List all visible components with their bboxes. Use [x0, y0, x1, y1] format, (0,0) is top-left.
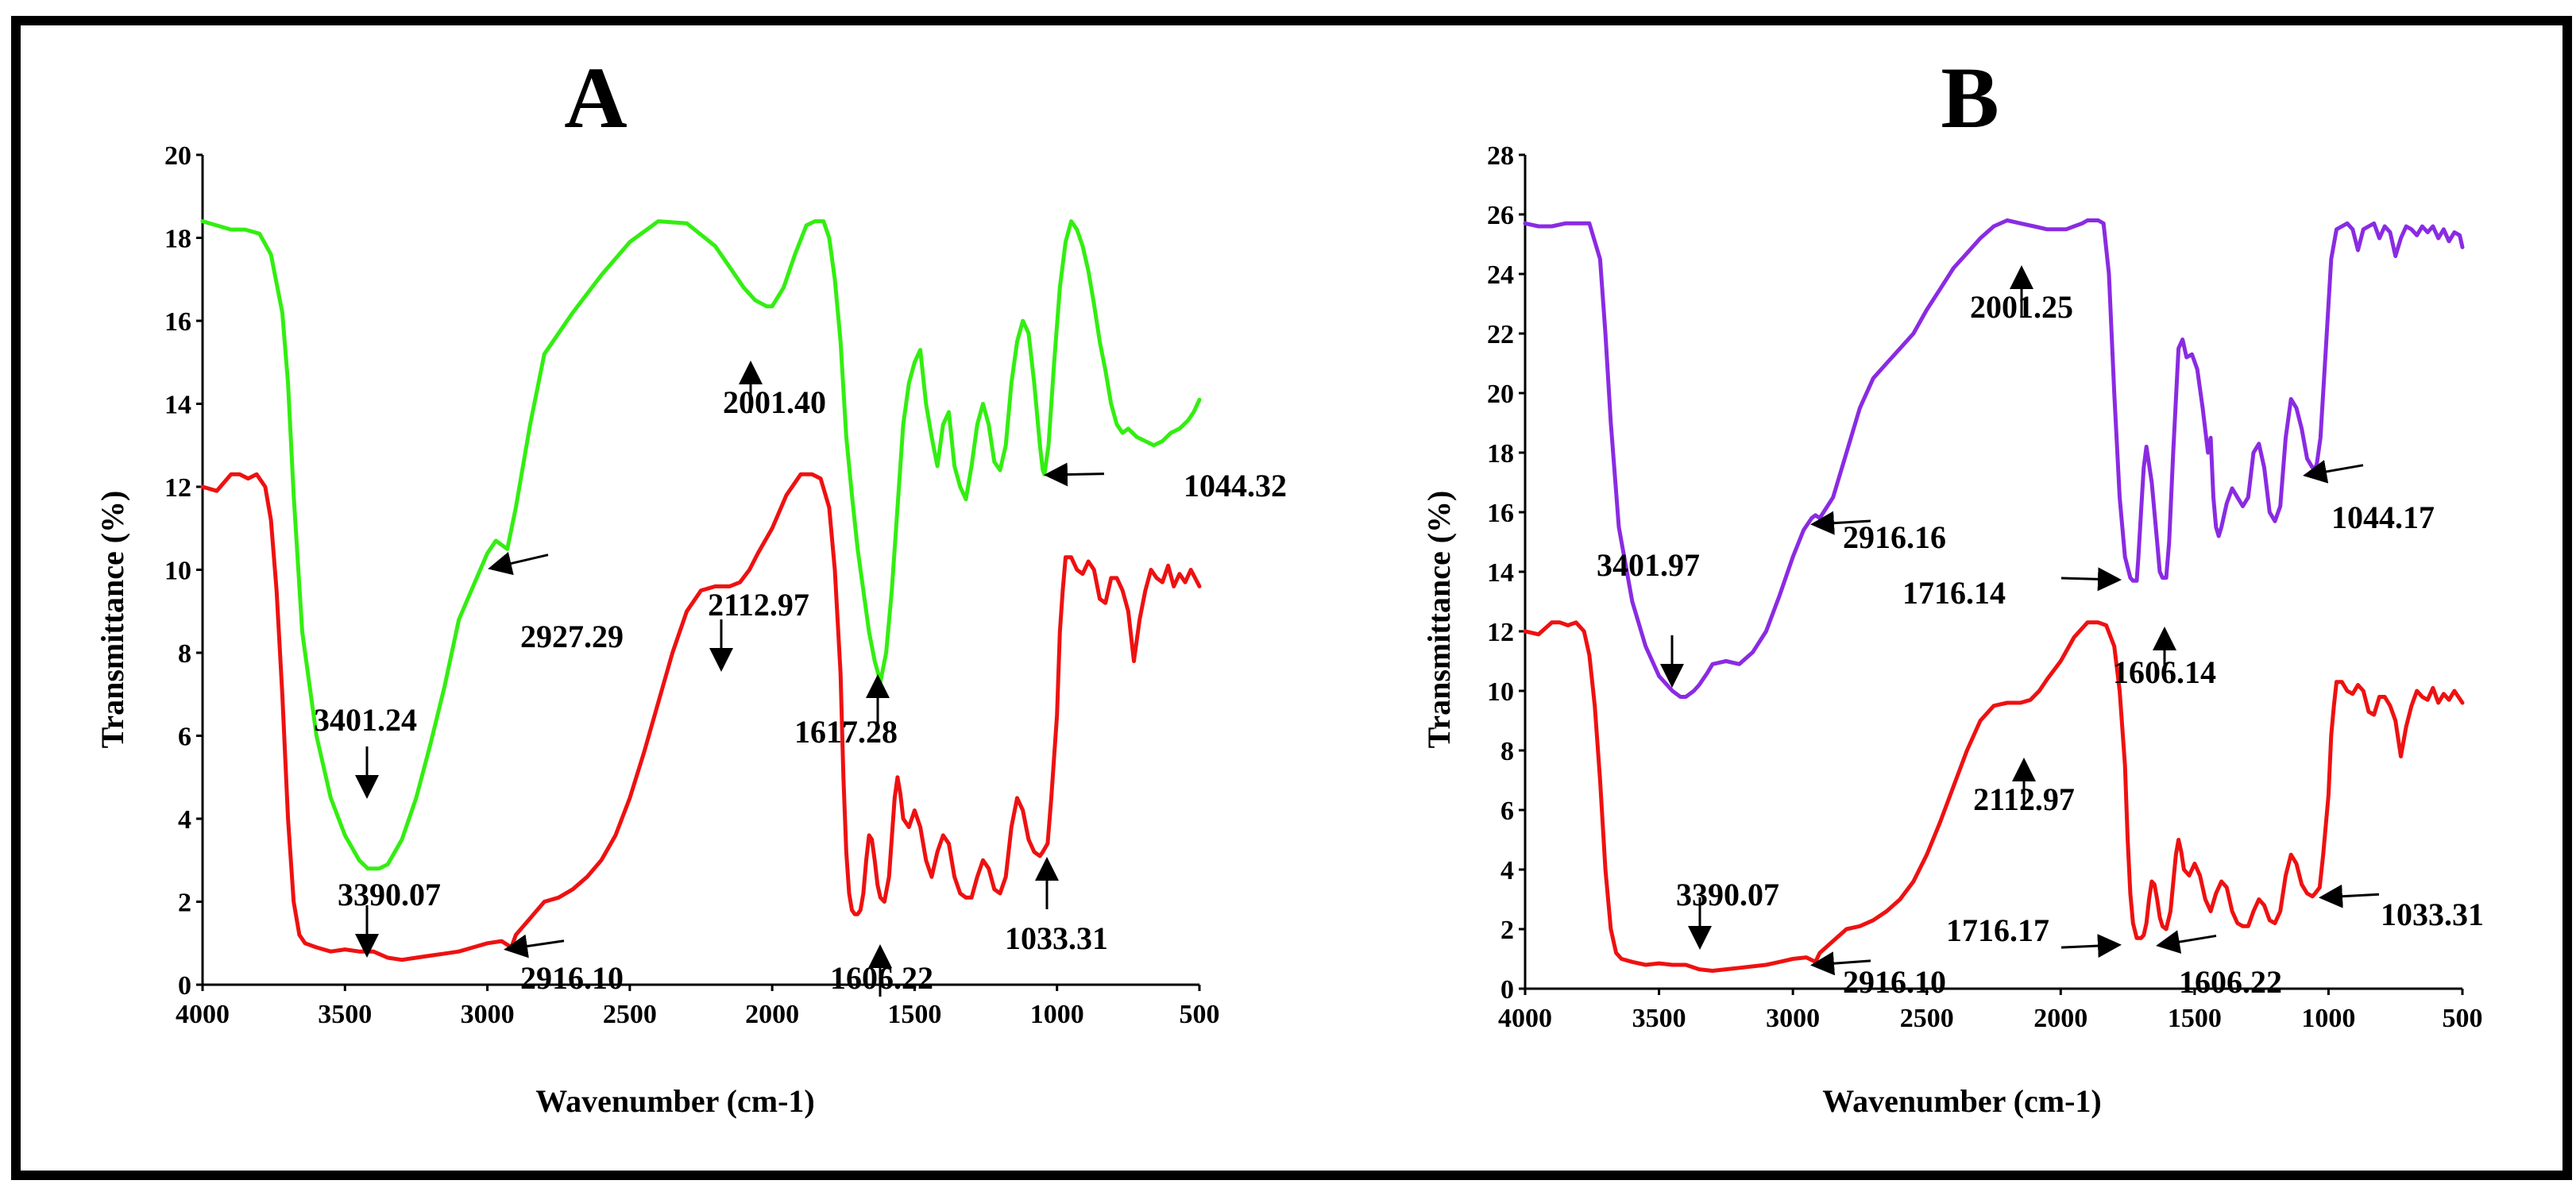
y-tick-label: 20 — [164, 141, 191, 171]
annotation-arrow — [1044, 462, 1105, 487]
x-tick-label: 1500 — [2168, 1004, 2222, 1033]
y-tick-label: 14 — [1487, 558, 1514, 588]
y-tick-label: 6 — [178, 723, 191, 752]
y-tick-label: 20 — [1487, 380, 1514, 409]
annotation-label: 2916.10 — [520, 960, 624, 996]
series-green-line — [200, 219, 1202, 871]
annotation-arrow — [2060, 934, 2122, 958]
annotation-label: 1033.31 — [1005, 920, 1108, 956]
annotation-label: 1606.22 — [830, 960, 933, 996]
y-tick-label: 4 — [1500, 856, 1514, 885]
y-tick-label: 4 — [178, 805, 191, 835]
annotation-label: 2001.40 — [723, 384, 826, 420]
y-tick-label: 2 — [1500, 916, 1514, 945]
annotation-arrow — [2156, 930, 2217, 954]
panel-a-title: A — [564, 49, 627, 146]
x-tick-label: 3500 — [318, 1000, 372, 1029]
x-tick-label: 4000 — [176, 1000, 230, 1029]
x-tick-label: 1500 — [887, 1000, 941, 1029]
annotation-label: 3401.97 — [1597, 547, 1700, 583]
x-tick-label: 1000 — [2301, 1004, 2355, 1033]
annotation-label: 2916.16 — [1843, 519, 1946, 555]
y-tick-label: 8 — [178, 639, 191, 669]
y-tick-label: 28 — [1487, 141, 1514, 171]
x-tick-label: 4000 — [1498, 1004, 1552, 1033]
panel-a-y-axis-title: Transmittance (%) — [95, 491, 130, 749]
series-red-line — [1523, 620, 2465, 973]
annotation-label: 1716.14 — [1902, 575, 2006, 611]
x-tick-label: 500 — [2443, 1004, 2483, 1033]
panel-a-annotations: 3401.24 3390.07 2927.29 2916.10 2001.40 2112.… — [314, 361, 1287, 997]
x-tick-label: 3000 — [461, 1000, 515, 1029]
annotation-arrow — [1810, 511, 1871, 535]
annotation-arrow — [504, 934, 565, 958]
y-tick-label: 10 — [164, 557, 191, 586]
annotation-label: 1044.17 — [2331, 499, 2435, 535]
y-tick-label: 8 — [1500, 737, 1514, 766]
x-tick-label: 500 — [1180, 1000, 1220, 1029]
series-red-line — [200, 472, 1202, 962]
panel-a: A Wavenumber (cm-1) Transmittance (%) 0 2… — [95, 49, 1287, 1119]
x-tick-label: 2500 — [603, 1000, 657, 1029]
y-tick-label: 26 — [1487, 201, 1514, 230]
panel-a-x-axis-title: Wavenumber (cm-1) — [535, 1083, 814, 1119]
annotation-label: 1044.32 — [1184, 468, 1287, 503]
annotation-arrow — [2303, 460, 2364, 484]
panel-b-annotations: 3401.972916.162001.251716.141606.141044.… — [1597, 265, 2484, 1000]
panel-a-ticks: 0 2 4 6 8 10 12 14 16 18 20 4000 3500 3000 2500 2000 150… — [164, 141, 1220, 1029]
y-tick-label: 0 — [178, 971, 191, 1001]
x-tick-label: 2500 — [1900, 1004, 1954, 1033]
y-tick-label: 6 — [1500, 796, 1514, 826]
y-tick-label: 12 — [1487, 618, 1514, 647]
annotation-label: 2916.10 — [1843, 964, 1946, 1000]
annotation-label: 3401.24 — [314, 702, 417, 738]
x-tick-label: 1000 — [1030, 1000, 1084, 1029]
x-tick-label: 3000 — [1766, 1004, 1820, 1033]
panel-b: B Wavenumber (cm-1) Transmittance (%) 0 2… — [1421, 49, 2484, 1119]
x-tick-label: 3500 — [1632, 1004, 1686, 1033]
annotation-label: 3390.07 — [1676, 877, 1779, 912]
y-tick-label: 24 — [1487, 260, 1514, 290]
x-tick-label: 2000 — [2033, 1004, 2087, 1033]
annotation-label: 2927.29 — [520, 619, 624, 654]
y-tick-label: 18 — [164, 225, 191, 254]
panel-b-x-axis-title: Wavenumber (cm-1) — [1822, 1083, 2101, 1119]
panel-b-series — [1523, 218, 2465, 973]
annotation-label: 1716.17 — [1946, 912, 2049, 948]
y-tick-label: 12 — [164, 473, 191, 503]
y-tick-label: 10 — [1487, 677, 1514, 707]
y-tick-label: 22 — [1487, 320, 1514, 349]
y-tick-label: 16 — [164, 307, 191, 337]
annotation-label: 3390.07 — [338, 877, 441, 912]
annotation-arrow — [488, 551, 549, 576]
annotation-arrow — [2319, 884, 2380, 908]
annotation-arrow — [1810, 951, 1871, 976]
annotation-label: 1033.31 — [2381, 897, 2484, 932]
annotation-arrow — [2060, 567, 2122, 592]
panel-a-series — [200, 219, 1202, 962]
annotation-label: 1617.28 — [794, 714, 898, 750]
x-tick-label: 2000 — [745, 1000, 799, 1029]
y-tick-label: 16 — [1487, 499, 1514, 528]
y-tick-label: 2 — [178, 889, 191, 918]
figure-frame — [11, 16, 2572, 1180]
panel-b-y-axis-title: Transmittance (%) — [1421, 491, 1457, 749]
series-purple-line — [1523, 218, 2465, 699]
y-tick-label: 18 — [1487, 439, 1514, 469]
annotation-label: 1606.22 — [2179, 964, 2282, 1000]
annotation-label: 2112.97 — [708, 587, 809, 623]
y-tick-label: 14 — [164, 391, 191, 420]
y-tick-label: 0 — [1500, 975, 1514, 1005]
panel-b-title: B — [1941, 49, 1999, 146]
